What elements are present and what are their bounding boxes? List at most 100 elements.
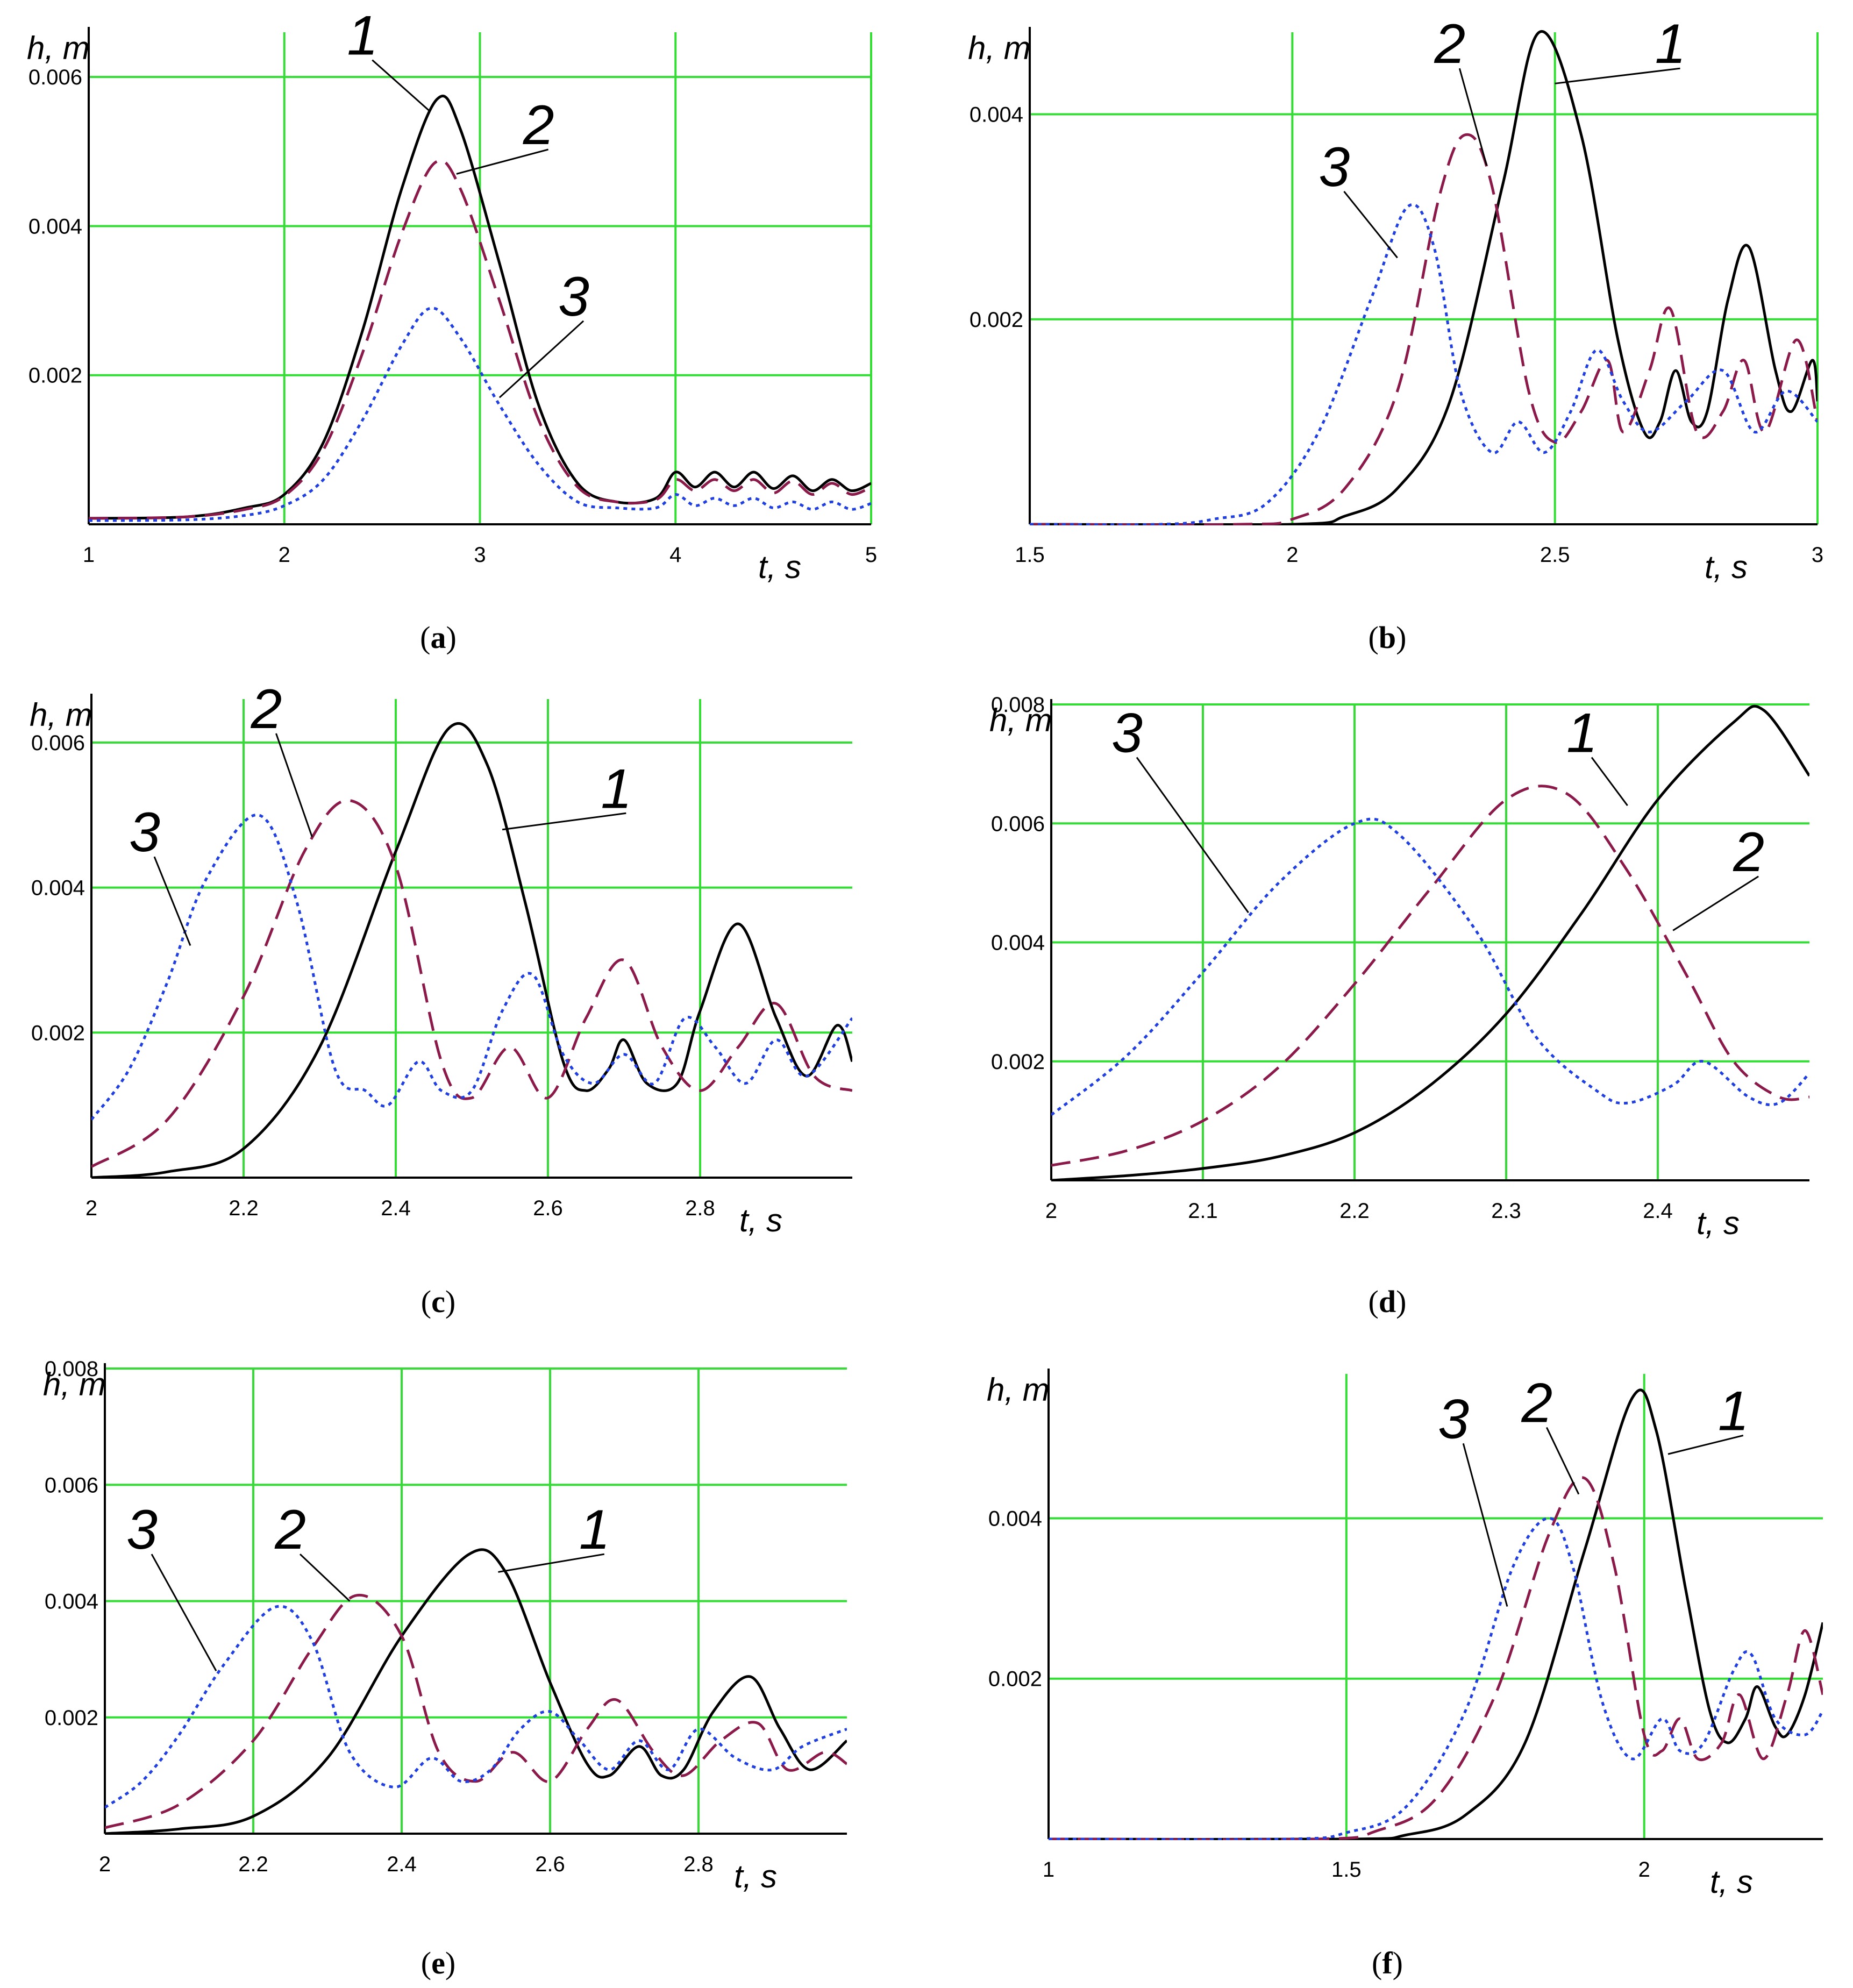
- curve-label-2: 2: [1434, 13, 1465, 75]
- y-axis-label: h, m: [43, 1366, 106, 1402]
- x-tick-label: 1.5: [1331, 1858, 1362, 1882]
- x-tick-label: 2.2: [238, 1852, 268, 1876]
- series-2-line: [1049, 1476, 1823, 1840]
- curve-label-leader: [372, 59, 430, 111]
- x-tick-label: 2: [279, 543, 290, 567]
- x-tick-label: 4: [669, 543, 681, 567]
- series-1-line: [89, 95, 871, 520]
- y-tick-label: 0.004: [45, 1590, 98, 1614]
- x-tick-label: 2.6: [533, 1196, 563, 1220]
- curve-label-2: 2: [274, 1499, 306, 1561]
- curve-label-leader: [1462, 1443, 1508, 1607]
- series-1-line: [1049, 1388, 1823, 1840]
- y-tick-label: 0.002: [991, 1050, 1045, 1074]
- series-2-line: [89, 159, 871, 520]
- curve-label-leader: [153, 856, 191, 946]
- series-2-line: [1030, 133, 1818, 525]
- y-tick-label: 0.008: [991, 693, 1045, 717]
- x-tick-label: 1.5: [1015, 543, 1045, 567]
- x-tick-label: 2: [99, 1852, 111, 1876]
- curve-label-leader: [1458, 68, 1488, 166]
- y-tick-label: 0.002: [970, 308, 1023, 332]
- x-tick-label: 2.2: [1339, 1199, 1370, 1223]
- x-tick-label: 2.4: [381, 1196, 411, 1220]
- panel-letter: e: [431, 1946, 445, 1980]
- x-axis-label: t, s: [1697, 1205, 1740, 1241]
- curve-label-3: 3: [558, 266, 589, 328]
- y-tick-label: 0.006: [45, 1473, 98, 1497]
- series-2-line: [91, 799, 852, 1168]
- x-tick-label: 1: [83, 543, 95, 567]
- panel-label: (d): [1369, 1284, 1407, 1319]
- series-1-line: [91, 722, 852, 1179]
- curve-label-leader: [1591, 757, 1628, 806]
- curve-label-1: 1: [1566, 702, 1598, 765]
- panel-label: (a): [420, 620, 457, 655]
- panel-label: (b): [1369, 620, 1407, 655]
- curve-label-3: 3: [1319, 136, 1350, 198]
- curve-label-1: 1: [579, 1499, 610, 1561]
- panel-b: 1.5 2 2.5 3 0.002 0.004 h, m t, s 1 2 3 (b): [968, 13, 1823, 655]
- x-tick-label: 2: [85, 1196, 97, 1220]
- y-tick-label: 0.002: [988, 1668, 1042, 1691]
- x-axis-label: t, s: [758, 549, 801, 585]
- x-axis-label: t, s: [739, 1202, 782, 1238]
- curve-label-3: 3: [129, 801, 160, 864]
- x-tick-label: 2: [1286, 543, 1298, 567]
- curve-label-1: 1: [601, 758, 632, 820]
- curve-label-leader: [1343, 190, 1398, 259]
- x-tick-label: 2.8: [685, 1196, 715, 1220]
- y-tick-label: 0.008: [45, 1357, 98, 1381]
- curve-label-1: 1: [1655, 13, 1686, 75]
- y-tick-label: 0.004: [970, 103, 1023, 127]
- y-tick-label: 0.004: [991, 931, 1045, 955]
- panel-letter: d: [1379, 1284, 1396, 1319]
- y-tick-label: 0.002: [28, 364, 82, 388]
- series-3-line: [89, 307, 871, 522]
- curve-label-1: 1: [347, 5, 378, 67]
- x-tick-label: 3: [474, 543, 486, 567]
- curve-label-leader: [1545, 1427, 1580, 1495]
- series-1-line: [1030, 30, 1818, 525]
- panel-letter: f: [1382, 1946, 1393, 1980]
- x-tick-label: 2.8: [683, 1852, 714, 1876]
- panel-label: (f): [1372, 1946, 1403, 1980]
- x-tick-label: 2.2: [229, 1196, 259, 1220]
- curve-label-leader: [275, 733, 313, 837]
- series-3-line: [1051, 817, 1809, 1116]
- curve-label-leader: [456, 148, 549, 175]
- y-axis-label: h, m: [27, 30, 90, 66]
- curve-label-2: 2: [1521, 1372, 1552, 1434]
- curve-label-leader: [1672, 875, 1759, 931]
- curve-label-leader: [1555, 67, 1680, 84]
- x-tick-label: 2.4: [387, 1852, 417, 1876]
- curve-label-leader: [1136, 757, 1249, 914]
- x-axis-label: t, s: [734, 1858, 777, 1894]
- curve-label-leader: [498, 320, 585, 398]
- x-tick-label: 5: [865, 543, 877, 567]
- x-tick-label: 2.4: [1643, 1199, 1673, 1223]
- x-tick-label: 2.3: [1491, 1199, 1521, 1223]
- x-tick-label: 2: [1045, 1199, 1057, 1223]
- series-3-line: [1030, 203, 1818, 525]
- panel-letter: c: [431, 1284, 445, 1319]
- series-3-line: [1049, 1516, 1823, 1840]
- x-tick-label: 2.1: [1188, 1199, 1218, 1223]
- curve-label-3: 3: [126, 1499, 158, 1561]
- curve-label-leader: [502, 812, 626, 831]
- curve-label-3: 3: [1111, 702, 1143, 765]
- curve-label-leader: [299, 1554, 351, 1602]
- x-tick-label: 2: [1638, 1858, 1650, 1882]
- x-tick-label: 2.6: [535, 1852, 565, 1876]
- x-tick-label: 2.5: [1540, 543, 1570, 567]
- panel-letter: b: [1379, 620, 1396, 655]
- x-axis-label: t, s: [1710, 1864, 1753, 1900]
- curve-label-leader: [151, 1554, 217, 1671]
- curve-label-2: 2: [251, 678, 282, 740]
- y-axis-label: h, m: [30, 697, 92, 733]
- y-axis-label: h, m: [968, 30, 1031, 66]
- series-1-line: [105, 1548, 847, 1835]
